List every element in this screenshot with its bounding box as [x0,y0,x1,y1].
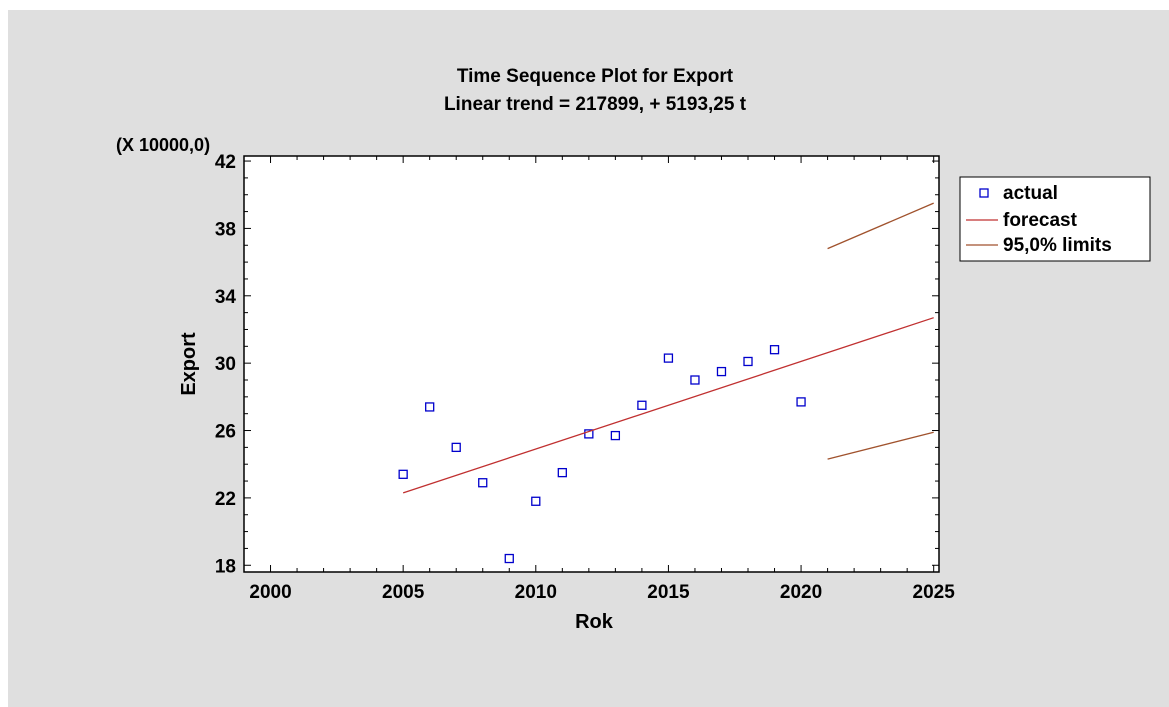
chart-title: Time Sequence Plot for Export [457,66,734,87]
actual-point [531,496,541,506]
limit-line [827,202,934,250]
series-layer [398,202,934,564]
y-multiplier-label: (X 10000,0) [116,135,210,155]
actual-point [584,429,594,439]
y-tick-label: 30 [215,354,236,375]
actual-point [716,366,727,377]
actual-point [557,467,567,478]
x-axis-ticks [243,156,935,572]
actual-point [690,375,700,385]
actual-point [478,478,488,488]
legend-forecast-label: forecast [1003,210,1078,231]
actual-point [663,353,674,363]
legend: actual forecast 95,0% limits [959,176,1151,262]
legend-actual-marker [979,188,989,198]
actual-point [796,397,806,407]
y-tick-label: 42 [215,152,236,173]
y-axis-label: Export [178,332,200,396]
actual-point [610,430,621,441]
actual-point [451,442,461,453]
x-tick-label: 2020 [780,582,822,603]
y-tick-label: 26 [215,422,236,443]
x-tick-label: 2010 [515,582,557,603]
legend-actual-label: actual [1003,183,1058,204]
x-axis-tick-labels: 2000 2005 2010 2015 2020 2025 [249,582,955,603]
x-tick-label: 2015 [647,582,690,603]
y-axis-ticks [244,160,939,566]
actual-point [504,553,514,564]
actual-point [769,345,780,355]
x-tick-label: 2025 [913,582,956,603]
y-tick-label: 18 [215,556,236,577]
limit-line [827,431,934,460]
actual-point [425,402,435,412]
plot-area [243,155,940,573]
actual-point [398,469,408,479]
y-tick-label: 22 [215,489,236,510]
x-tick-label: 2005 [382,582,425,603]
actual-point [743,356,753,367]
y-tick-label: 34 [215,287,237,308]
legend-box [959,176,1151,262]
forecast-line [402,317,934,494]
x-tick-label: 2000 [249,582,291,603]
y-axis-tick-labels: 18 22 26 30 34 38 42 [215,152,237,577]
chart-subtitle: Linear trend = 217899, + 5193,25 t [444,94,747,115]
y-tick-label: 38 [215,219,236,240]
x-axis-label: Rok [575,611,614,633]
legend-limits-label: 95,0% limits [1003,235,1112,256]
actual-point [637,400,647,410]
